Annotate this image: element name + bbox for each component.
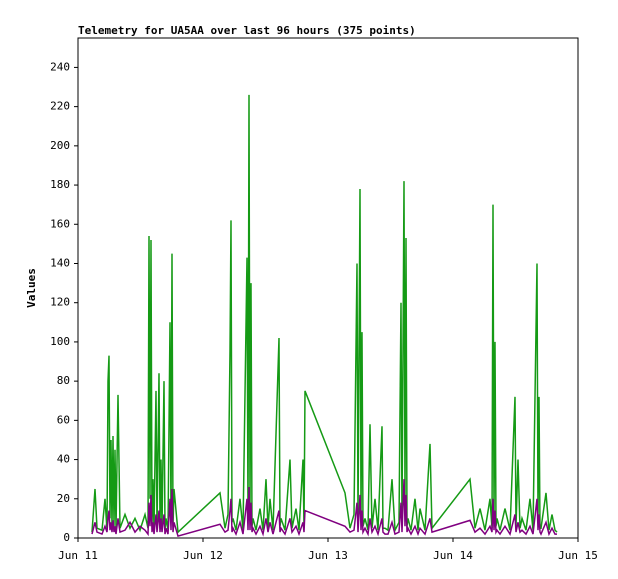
y-tick-label: 20 (57, 492, 70, 505)
y-tick-label: 160 (50, 217, 70, 230)
y-tick-label: 40 (57, 453, 70, 466)
y-tick-label: 0 (63, 531, 70, 544)
y-tick-label: 240 (50, 60, 70, 73)
x-tick-label: Jun 15 (558, 549, 598, 562)
x-tick-label: Jun 12 (183, 549, 223, 562)
y-axis-label: Values (25, 268, 38, 308)
y-tick-label: 180 (50, 178, 70, 191)
x-tick-label: Jun 11 (58, 549, 98, 562)
y-tick-label: 140 (50, 256, 70, 269)
series-line (91, 94, 558, 534)
y-tick-label: 120 (50, 296, 70, 309)
chart-title: Telemetry for UA5AA over last 96 hours (… (78, 24, 416, 37)
x-tick-label: Jun 14 (433, 549, 473, 562)
series-line (91, 479, 557, 537)
y-tick-label: 200 (50, 139, 70, 152)
y-tick-label: 100 (50, 335, 70, 348)
y-tick-label: 80 (57, 374, 70, 387)
y-tick-label: 220 (50, 100, 70, 113)
y-tick-label: 60 (57, 413, 70, 426)
x-tick-label: Jun 13 (308, 549, 348, 562)
